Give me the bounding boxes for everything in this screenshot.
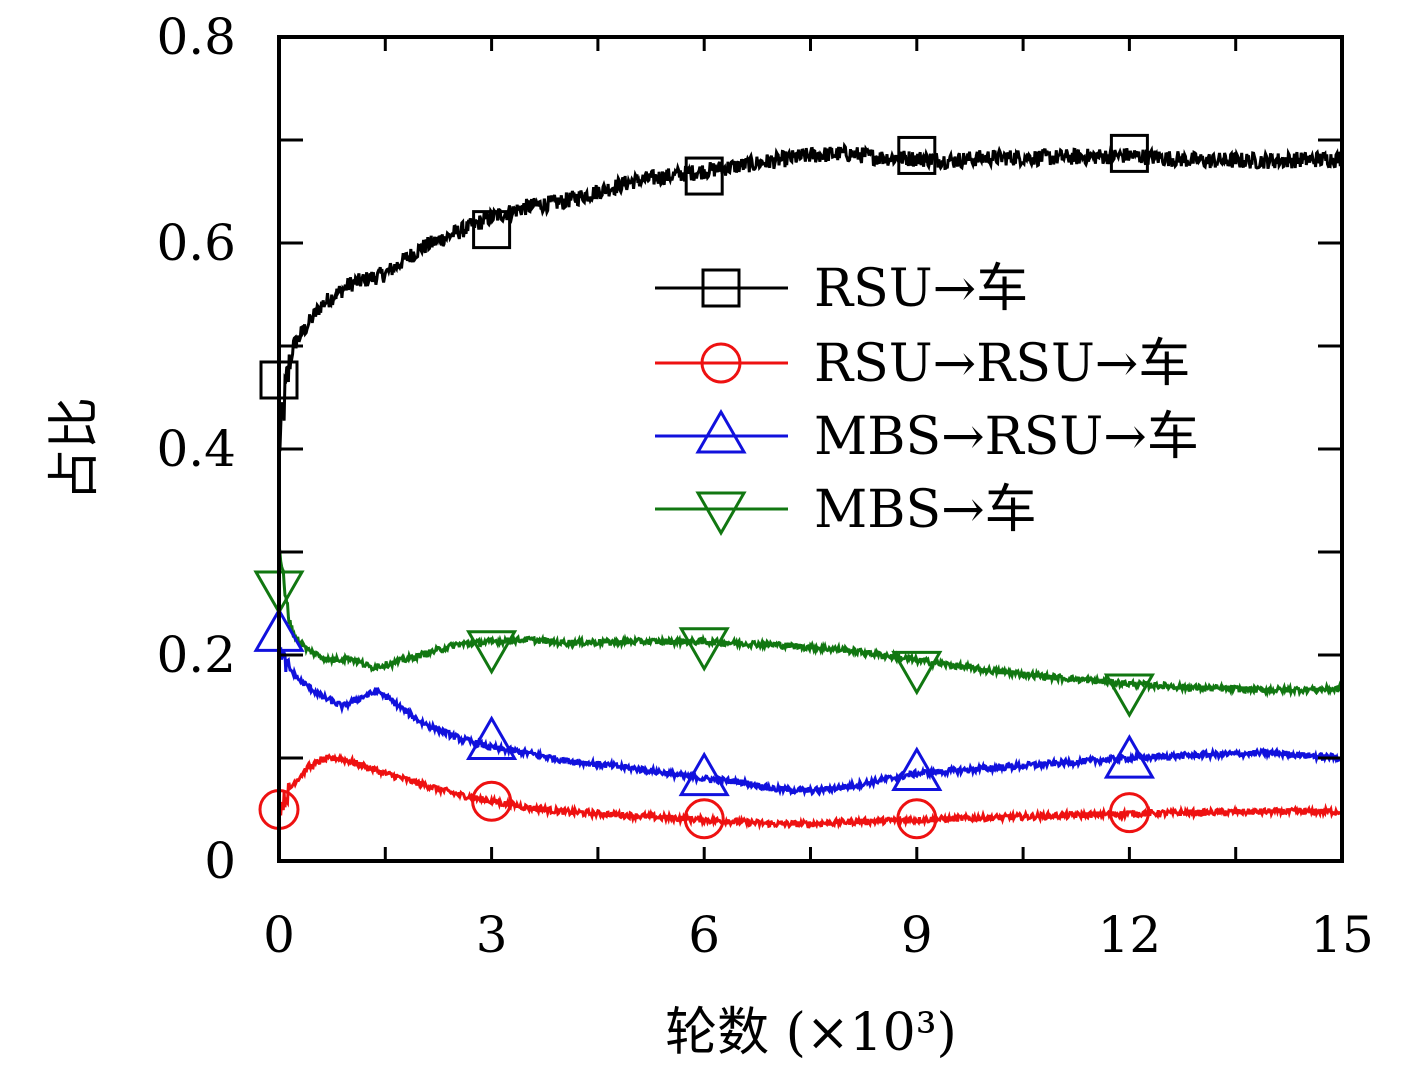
series-line-1 [277, 752, 1344, 831]
series-3-marker-2 [678, 627, 730, 672]
y-tick-label: 0 [204, 832, 236, 890]
y-tick-label: 0.6 [156, 214, 236, 272]
series-0-marker-1 [472, 210, 512, 250]
series-line-0 [277, 141, 1344, 452]
y-tick-label: 0.4 [156, 420, 236, 478]
legend-marker-2 [695, 408, 747, 454]
series-line-2 [277, 636, 1344, 798]
series-3-marker-4 [1103, 673, 1155, 719]
y-tick-label: 0.8 [156, 8, 236, 66]
legend: RSU→车 RSU→RSU→车 MBS→RSU→车 MBS→车 [655, 259, 1199, 540]
series-3-marker-1 [466, 630, 518, 675]
x-tick-label: 3 [476, 906, 508, 964]
series-0-marker-3 [897, 135, 937, 175]
series-1-marker-4 [1108, 792, 1150, 834]
series-2-marker-2 [678, 751, 730, 797]
x-tick-label: 15 [1310, 906, 1374, 964]
x-tick-label: 6 [688, 906, 720, 964]
x-tick-label: 9 [901, 906, 933, 964]
legend-marker-3 [695, 491, 747, 537]
y-axis-title: 占比 [45, 397, 105, 501]
series-0-marker-4 [1109, 133, 1149, 173]
x-tick-label: 0 [263, 906, 295, 964]
legend-marker-0 [701, 268, 741, 308]
series-1-marker-1 [471, 780, 513, 822]
series-1-marker-2 [683, 798, 725, 840]
legend-label-0: RSU→车 [814, 259, 1028, 319]
legend-marker-1 [700, 342, 742, 384]
marker-layer [253, 133, 1155, 840]
series-2-marker-3 [891, 746, 943, 791]
tick-layer [277, 35, 1344, 863]
series-1-marker-3 [896, 798, 938, 840]
series-2-marker-1 [466, 715, 518, 761]
tick-label-layer: 0 3 6 9 12 15 0 0.2 0.4 0.6 0.8 [156, 8, 1373, 964]
series-layer [277, 141, 1344, 831]
x-tick-label: 12 [1098, 906, 1162, 964]
series-2-marker-4 [1103, 734, 1155, 779]
series-0-marker-2 [684, 156, 724, 196]
legend-label-1: RSU→RSU→车 [814, 334, 1190, 394]
y-tick-label: 0.2 [156, 626, 236, 684]
series-line-3 [277, 543, 1344, 699]
legend-label-2: MBS→RSU→车 [814, 407, 1199, 467]
series-3-marker-3 [891, 650, 943, 696]
x-axis-title: 轮数 (×10³) [665, 1003, 957, 1063]
legend-label-3: MBS→车 [814, 480, 1037, 540]
